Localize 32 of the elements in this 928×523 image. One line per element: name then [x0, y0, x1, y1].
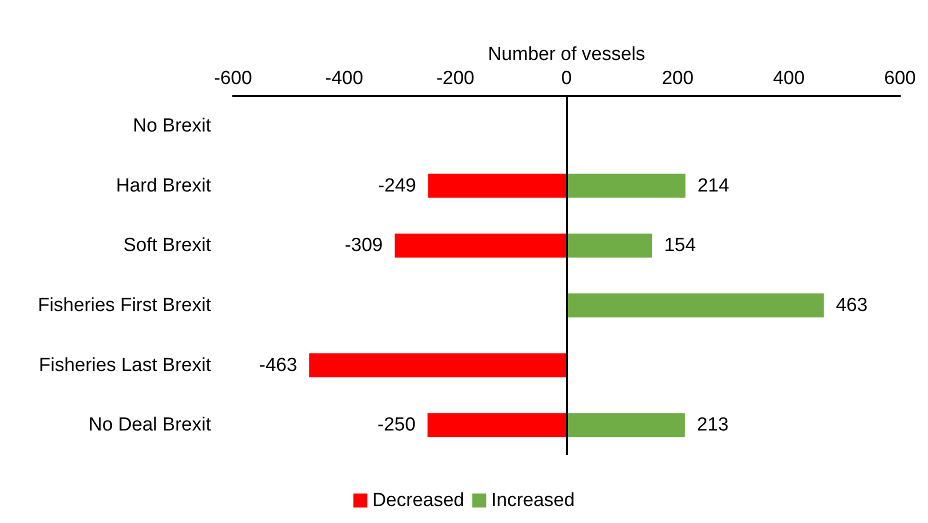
bar — [566, 413, 685, 438]
data-label: -249 — [378, 175, 416, 196]
data-label: -463 — [259, 354, 298, 376]
x-tick-label: -400 — [325, 68, 364, 89]
data-label: 154 — [664, 235, 696, 256]
bar — [566, 293, 824, 318]
data-label: 213 — [696, 414, 729, 436]
x-axis-title: Number of vessels — [488, 44, 646, 65]
bar — [394, 234, 566, 258]
y-tick-label: Soft Brexit — [123, 235, 212, 256]
data-label: -309 — [344, 235, 383, 256]
x-tick-label: -200 — [436, 68, 474, 89]
bar — [566, 234, 652, 258]
data-label: 214 — [697, 175, 730, 196]
legend-label: Decreased — [372, 490, 464, 511]
data-label: -250 — [378, 414, 416, 436]
bar — [309, 353, 566, 378]
y-tick-label: No Brexit — [132, 115, 212, 136]
data-label: 463 — [836, 294, 868, 316]
legend-label: Increased — [491, 490, 575, 511]
x-tick-label: 200 — [662, 68, 694, 89]
x-tick-label: 0 — [561, 68, 572, 89]
y-tick-label: Fisheries Last Brexit — [38, 354, 212, 376]
bar — [428, 413, 566, 438]
y-tick-label: Fisheries First Brexit — [38, 294, 212, 316]
y-tick-label: No Deal Brexit — [88, 414, 212, 436]
x-tick-label: 600 — [884, 68, 916, 89]
x-tick-label: 400 — [772, 68, 805, 89]
bar — [428, 174, 566, 198]
bar — [566, 174, 686, 198]
x-tick-label: -600 — [214, 68, 252, 89]
y-tick-label: Hard Brexit — [116, 175, 212, 196]
